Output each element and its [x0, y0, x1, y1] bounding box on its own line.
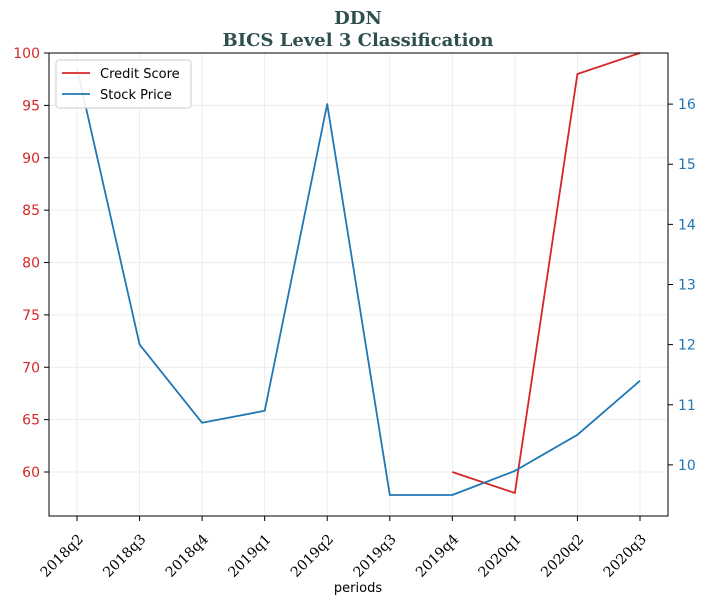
left-y-axis: 60 65 70 75 80 85 90 95 100 [13, 46, 49, 481]
right-tick-label: 12 [678, 338, 696, 354]
left-tick-label: 75 [22, 308, 40, 324]
right-tick-label: 16 [678, 97, 696, 113]
legend-label: Stock Price [100, 88, 172, 103]
left-tick-label: 90 [22, 151, 40, 167]
x-tick-label: 2019q4 [413, 531, 462, 580]
right-tick-label: 15 [678, 157, 696, 173]
right-y-axis: 10 11 12 13 14 15 16 [668, 97, 696, 474]
left-tick-label: 65 [22, 413, 40, 429]
x-tick-label: 2020q2 [538, 532, 587, 581]
plot-frame [48, 52, 669, 517]
x-tick-label: 2020q1 [476, 532, 525, 581]
x-tick-label: 2019q1 [225, 532, 274, 581]
x-tick-label: 2019q3 [350, 532, 399, 581]
x-tick-label: 2020q3 [601, 532, 650, 581]
chart-subtitle-text: BICS Level 3 Classification [222, 30, 493, 51]
legend: Credit Score Stock Price [55, 59, 192, 109]
series-layer [76, 52, 641, 496]
x-tick-label: 2018q2 [38, 532, 87, 581]
x-tick-label: 2018q3 [100, 532, 149, 581]
grid [49, 52, 668, 516]
chart-title-text: DDN [334, 8, 382, 29]
series-line-stock-price [76, 67, 641, 496]
series-line-credit-score [452, 52, 641, 494]
right-tick-label: 11 [678, 398, 696, 414]
right-tick-label: 14 [678, 217, 696, 233]
right-tick-label: 10 [678, 458, 696, 474]
x-axis-label: periods [334, 581, 382, 596]
legend-label: Credit Score [100, 67, 180, 82]
left-tick-label: 100 [13, 46, 40, 62]
x-axis: 2018q2 2018q3 2018q4 2019q1 2019q2 2019q3 2019… [38, 516, 650, 581]
legend-box [55, 59, 192, 109]
x-tick-label: 2018q4 [163, 531, 212, 580]
left-tick-label: 70 [22, 360, 40, 376]
left-tick-label: 80 [22, 256, 40, 272]
x-tick-label: 2019q2 [288, 532, 337, 581]
left-tick-label: 95 [22, 98, 40, 114]
left-tick-label: 60 [22, 465, 40, 481]
right-tick-label: 13 [678, 278, 696, 294]
left-tick-label: 85 [22, 203, 40, 219]
chart-title: DDN BICS Level 3 Classification [222, 8, 493, 51]
